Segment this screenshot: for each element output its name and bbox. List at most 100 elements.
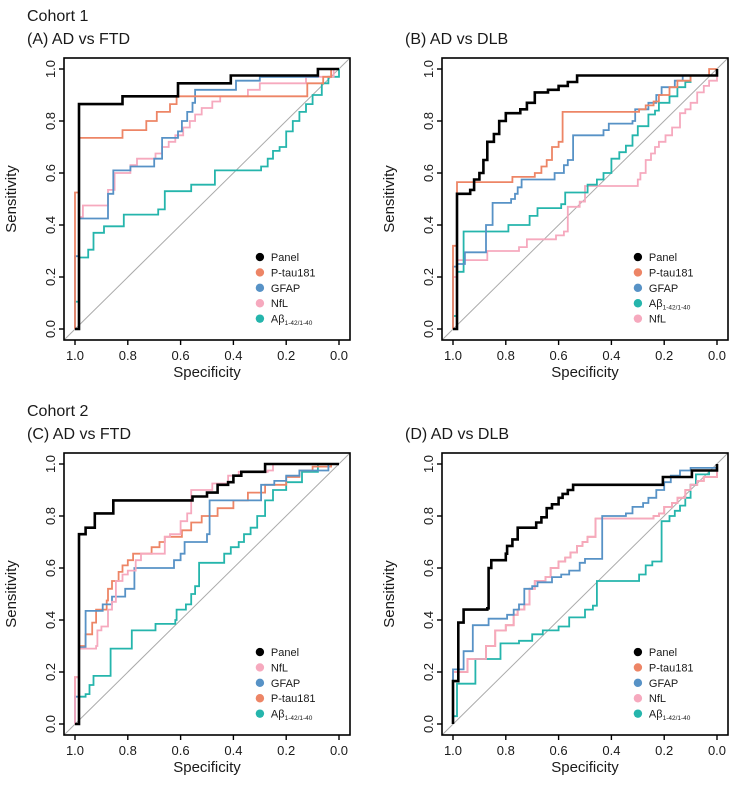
panel-d-title: (D) AD vs DLB xyxy=(405,426,510,443)
roc-curve-p-tau181 xyxy=(452,68,717,329)
panel-d-header: (D) AD vs DLB xyxy=(378,395,756,447)
x-axis-title: Specificity xyxy=(173,759,241,776)
legend-label-panel: Panel xyxy=(271,647,299,659)
y-tick-label: 0.6 xyxy=(43,559,58,577)
legend-label-a-: Aβ1-42/1-40 xyxy=(649,298,691,312)
legend-label-nfl: NfL xyxy=(649,314,666,326)
y-tick-label: 0.4 xyxy=(43,216,58,234)
plot-border xyxy=(63,452,351,736)
legend-dot-a- xyxy=(633,299,643,308)
roc-curve-panel xyxy=(451,464,719,724)
x-tick-label: 0.8 xyxy=(119,348,137,363)
y-tick-label: 1.0 xyxy=(421,60,436,78)
panel-a: Cohort 1 (A) AD vs FTD 1.0 0.8 0.6 0.4 0.2 0.… xyxy=(0,0,378,395)
legend-dot-a- xyxy=(255,709,265,718)
legend-dot-nfl xyxy=(633,694,643,703)
legend-dot-p-tau181 xyxy=(633,663,643,672)
roc-curve-gfap xyxy=(452,464,718,724)
roc-plot-b: 1.0 0.8 0.6 0.4 0.2 0.0 Specificity 0.0 0.2 0.4 0.… xyxy=(378,52,756,395)
x-tick-label: 0.0 xyxy=(708,743,726,758)
x-tick-label: 0.4 xyxy=(602,743,620,758)
legend-dot-p-tau181 xyxy=(255,694,265,703)
x-tick-label: 0.6 xyxy=(550,348,568,363)
legend-dot-panel xyxy=(255,647,265,657)
legend-dot-gfap xyxy=(255,283,265,293)
roc-curve-a- xyxy=(75,463,339,725)
legend-label-panel: Panel xyxy=(649,252,677,264)
y-tick-label: 0.6 xyxy=(43,164,58,182)
y-tick-label: 1.0 xyxy=(421,455,436,473)
cohort-2-label: Cohort 2 xyxy=(27,403,89,420)
legend-label-p-tau181: P-tau181 xyxy=(649,662,694,674)
roc-plot-d: 1.0 0.8 0.6 0.4 0.2 0.0 Specificity 0.0 0.2 0.4 0.… xyxy=(378,447,756,790)
legend-label-gfap: GFAP xyxy=(271,283,300,295)
y-tick-label: 0.4 xyxy=(421,611,436,629)
legend-dot-gfap xyxy=(633,283,643,293)
legend-dot-panel xyxy=(633,252,643,262)
x-tick-label: 0.4 xyxy=(224,348,242,363)
y-tick-label: 0.0 xyxy=(421,320,436,338)
roc-curve-gfap xyxy=(74,68,339,329)
y-tick-label: 0.0 xyxy=(43,715,58,733)
cohort-1-label: Cohort 1 xyxy=(27,8,89,25)
legend-label-p-tau181: P-tau181 xyxy=(649,267,694,279)
y-tick-label: 0.6 xyxy=(421,559,436,577)
panel-b-title: (B) AD vs DLB xyxy=(405,31,509,48)
y-tick-label: 1.0 xyxy=(43,455,58,473)
x-tick-label: 0.2 xyxy=(655,348,673,363)
legend-dot-panel xyxy=(255,252,265,262)
roc-curve-a- xyxy=(452,69,718,329)
panel-a-title: (A) AD vs FTD xyxy=(27,31,131,48)
roc-curve-panel xyxy=(75,462,339,726)
panel-a-header: Cohort 1 (A) AD vs FTD xyxy=(0,0,378,52)
roc-curve-panel xyxy=(453,69,719,331)
legend-label-a-: Aβ1-42/1-40 xyxy=(271,709,313,723)
legend-label-p-tau181: P-tau181 xyxy=(271,693,316,705)
legend-label-a-: Aβ1-42/1-40 xyxy=(271,314,313,328)
plot-border xyxy=(441,452,729,736)
legend-label-gfap: GFAP xyxy=(649,678,678,690)
legend-dot-p-tau181 xyxy=(255,268,265,277)
y-tick-label: 0.2 xyxy=(43,663,58,681)
x-tick-label: 0.6 xyxy=(172,743,190,758)
y-tick-label: 0.8 xyxy=(43,112,58,130)
y-axis-title: Sensitivity xyxy=(3,165,20,233)
panel-b: (B) AD vs DLB 1.0 0.8 0.6 0.4 0.2 0.0 Specific… xyxy=(378,0,756,395)
y-tick-label: 0.0 xyxy=(421,715,436,733)
y-tick-label: 0.4 xyxy=(43,611,58,629)
roc-svg-c: 1.0 0.8 0.6 0.4 0.2 0.0 Specificity 0.0 0.2 0.4 0.… xyxy=(3,452,351,776)
roc-curve-p-tau181 xyxy=(74,68,339,329)
x-tick-label: 0.4 xyxy=(602,348,620,363)
legend-label-nfl: NfL xyxy=(271,298,288,310)
diagonal-reference-line xyxy=(63,57,351,341)
legend-label-gfap: GFAP xyxy=(649,283,678,295)
legend-dot-nfl xyxy=(255,663,265,672)
legend-label-a-: Aβ1-42/1-40 xyxy=(649,709,691,723)
panel-b-cohort-spacer xyxy=(405,6,756,28)
legend-label-nfl: NfL xyxy=(649,693,666,705)
roc-curve-a- xyxy=(74,69,340,329)
roc-svg-a: 1.0 0.8 0.6 0.4 0.2 0.0 Specificity 0.0 0.2 0.4 0.… xyxy=(3,57,351,381)
legend-dot-gfap xyxy=(633,678,643,688)
panel-d-cohort-spacer xyxy=(405,401,756,423)
plot-border xyxy=(63,57,351,341)
legend-dot-panel xyxy=(633,647,643,657)
legend-label-panel: Panel xyxy=(649,647,677,659)
legend-dot-p-tau181 xyxy=(633,268,643,277)
y-tick-label: 0.0 xyxy=(43,320,58,338)
roc-svg-b: 1.0 0.8 0.6 0.4 0.2 0.0 Specificity 0.0 0.2 0.4 0.… xyxy=(381,57,729,381)
x-tick-label: 1.0 xyxy=(66,743,84,758)
legend-dot-a- xyxy=(255,314,265,323)
x-tick-label: 0.6 xyxy=(172,348,190,363)
roc-plot-c: 1.0 0.8 0.6 0.4 0.2 0.0 Specificity 0.0 0.2 0.4 0.… xyxy=(0,447,378,790)
panel-c-header: Cohort 2 (C) AD vs FTD xyxy=(0,395,378,447)
roc-curve-panel xyxy=(75,67,339,331)
x-tick-label: 0.8 xyxy=(119,743,137,758)
legend-dot-a- xyxy=(633,709,643,718)
x-tick-label: 1.0 xyxy=(66,348,84,363)
y-tick-label: 0.2 xyxy=(421,663,436,681)
roc-curve-nfl xyxy=(452,464,718,724)
y-axis-title: Sensitivity xyxy=(381,165,398,233)
y-tick-label: 0.8 xyxy=(421,112,436,130)
